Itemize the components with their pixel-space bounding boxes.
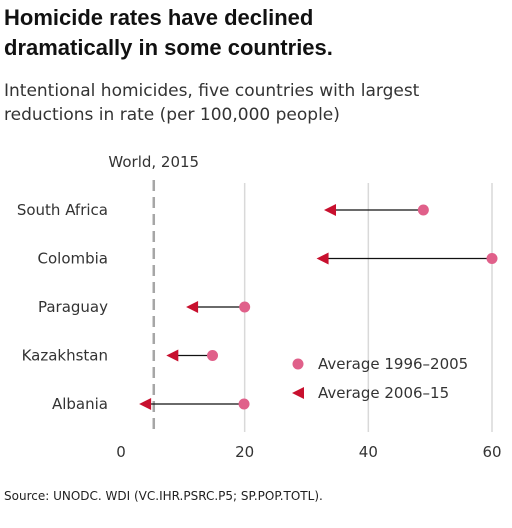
point-end [323,204,336,216]
legend-marker-start [292,358,304,370]
chart-title: Homicide rates have declined dramaticall… [4,3,504,63]
chart-subtitle-line-2: reductions in rate (per 100,000 people) [4,105,340,125]
chart-subtitle: Intentional homicides, five countries wi… [4,79,504,127]
chart-subtitle-line-1: Intentional homicides, five countries wi… [4,81,420,101]
chart-title-line-1: Homicide rates have declined [4,5,314,30]
category-label: Albania [52,395,108,413]
point-start [207,350,219,361]
legend-label-end: Average 2006–15 [318,384,449,402]
point-end [166,349,179,362]
category-label: Paraguay [38,298,108,316]
x-tick-label: 60 [482,443,501,461]
x-tick-label: 20 [235,443,254,461]
category-label: Kazakhstan [22,347,108,365]
point-start [486,253,498,264]
legend-marker-end [292,387,304,399]
x-tick-label: 0 [116,443,126,461]
category-label: Colombia [38,250,109,268]
chart-title-line-2: dramatically in some countries. [4,35,333,60]
point-start [417,204,429,216]
point-end [316,252,329,265]
source-note: Source: UNODC. WDI (VC.IHR.PSRC.P5; SP.P… [4,489,323,503]
point-start [239,301,251,313]
x-tick-label: 40 [359,443,378,461]
category-label: South Africa [17,201,108,219]
point-start [238,398,250,410]
legend-label-start: Average 1996–2005 [318,355,468,373]
point-end [186,301,199,313]
point-end [139,398,152,410]
reference-line-label: World, 2015 [108,153,199,171]
